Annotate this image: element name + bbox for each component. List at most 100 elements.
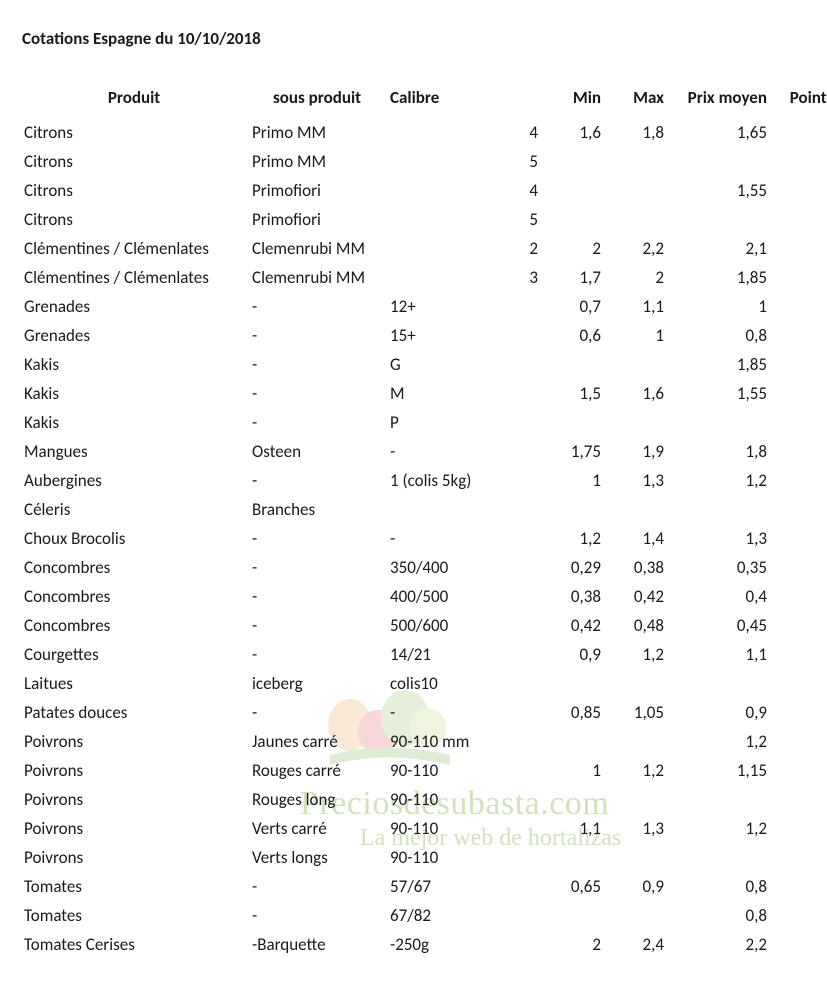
cell-sous-produit: - <box>248 698 386 727</box>
cell-min <box>542 843 605 872</box>
cell-max: 0,38 <box>605 553 668 582</box>
cell-prix-moyen: 1,8 <box>668 437 771 466</box>
cell-produit: Tomates <box>20 872 248 901</box>
cell-calibre <box>386 263 504 292</box>
table-row: CitronsPrimo MM41,61,81,65 <box>20 118 827 147</box>
cell-calibre: 14/21 <box>386 640 504 669</box>
cell-min: 1,1 <box>542 814 605 843</box>
cell-pointe <box>771 669 827 698</box>
table-row: CitronsPrimofiori41,55 <box>20 176 827 205</box>
cell-sous-produit: - <box>248 582 386 611</box>
cell-calibre: 15+ <box>386 321 504 350</box>
cell-prix-moyen: 0,35 <box>668 553 771 582</box>
cell-min: 1,6 <box>542 118 605 147</box>
cell-sous-produit: - <box>248 321 386 350</box>
cell-produit: Kakis <box>20 350 248 379</box>
cell-produit: Mangues <box>20 437 248 466</box>
cell-prix-moyen: 1,65 <box>668 118 771 147</box>
cell-sous-produit: iceberg <box>248 669 386 698</box>
cell-max: 2,2 <box>605 234 668 263</box>
table-row: CélerisBranches <box>20 495 827 524</box>
cell-min: 0,65 <box>542 872 605 901</box>
cell-pointe <box>771 292 827 321</box>
cell-prix-moyen: 0,45 <box>668 611 771 640</box>
cell-max: 0,42 <box>605 582 668 611</box>
table-row: PoivronsVerts longs90-110 <box>20 843 827 872</box>
cell-produit: Citrons <box>20 205 248 234</box>
table-row: Tomates Cerises-Barquette-250g22,42,2 <box>20 930 827 959</box>
cell-produit: Grenades <box>20 321 248 350</box>
cell-calibre-num <box>504 350 542 379</box>
cell-max <box>605 843 668 872</box>
cell-calibre-num <box>504 756 542 785</box>
cell-prix-moyen <box>668 669 771 698</box>
cell-sous-produit: - <box>248 553 386 582</box>
cell-pointe <box>771 640 827 669</box>
cell-calibre-num <box>504 727 542 756</box>
cell-sous-produit: Verts carré <box>248 814 386 843</box>
table-row: Kakis-P <box>20 408 827 437</box>
cell-calibre-num <box>504 495 542 524</box>
cell-max <box>605 495 668 524</box>
cell-pointe <box>771 843 827 872</box>
cell-pointe <box>771 495 827 524</box>
cell-produit: Clémentines / Clémenlates <box>20 263 248 292</box>
cell-prix-moyen: 0,8 <box>668 872 771 901</box>
cell-calibre-num <box>504 379 542 408</box>
cell-calibre-num <box>504 669 542 698</box>
cell-calibre <box>386 205 504 234</box>
cell-produit: Kakis <box>20 379 248 408</box>
cell-calibre-num <box>504 901 542 930</box>
cell-calibre-num <box>504 437 542 466</box>
cell-calibre-num <box>504 843 542 872</box>
cell-min <box>542 785 605 814</box>
cell-pointe <box>771 205 827 234</box>
cell-sous-produit: Rouges carré <box>248 756 386 785</box>
cell-sous-produit: - <box>248 466 386 495</box>
cell-produit: Poivrons <box>20 756 248 785</box>
cell-calibre: G <box>386 350 504 379</box>
cell-sous-produit: Clemenrubi MM <box>248 234 386 263</box>
cell-prix-moyen: 1,2 <box>668 466 771 495</box>
table-row: Courgettes-14/210,91,21,1 <box>20 640 827 669</box>
cell-calibre: 350/400 <box>386 553 504 582</box>
cell-sous-produit: Primofiori <box>248 205 386 234</box>
col-header-min: Min <box>542 83 605 118</box>
cell-sous-produit: Rouges long <box>248 785 386 814</box>
cell-sous-produit: - <box>248 640 386 669</box>
table-row: Grenades-12+0,71,11 <box>20 292 827 321</box>
cell-sous-produit: Branches <box>248 495 386 524</box>
cell-prix-moyen <box>668 205 771 234</box>
cell-produit: Concombres <box>20 582 248 611</box>
cell-calibre-num <box>504 640 542 669</box>
cell-pointe <box>771 553 827 582</box>
cell-pointe <box>771 437 827 466</box>
cell-calibre: 90-110 mm <box>386 727 504 756</box>
cell-max: 2,4 <box>605 930 668 959</box>
cell-sous-produit: - <box>248 611 386 640</box>
cell-prix-moyen: 1,1 <box>668 640 771 669</box>
cell-pointe <box>771 147 827 176</box>
cell-min: 1,5 <box>542 379 605 408</box>
cell-produit: Aubergines <box>20 466 248 495</box>
cell-produit: Tomates <box>20 901 248 930</box>
cell-calibre: P <box>386 408 504 437</box>
cell-pointe <box>771 263 827 292</box>
cell-calibre: 57/67 <box>386 872 504 901</box>
cell-max: 1,1 <box>605 292 668 321</box>
col-header-max: Max <box>605 83 668 118</box>
cell-calibre <box>386 118 504 147</box>
cell-sous-produit: Primo MM <box>248 147 386 176</box>
cell-min: 1,7 <box>542 263 605 292</box>
cell-produit: Concombres <box>20 611 248 640</box>
cell-calibre: M <box>386 379 504 408</box>
cell-sous-produit: - <box>248 872 386 901</box>
table-row: Choux Brocolis--1,21,41,3 <box>20 524 827 553</box>
cell-min <box>542 727 605 756</box>
cell-produit: Choux Brocolis <box>20 524 248 553</box>
cell-calibre-num <box>504 814 542 843</box>
cell-pointe <box>771 176 827 205</box>
cell-max: 1,6 <box>605 379 668 408</box>
cell-calibre-num: 3 <box>504 263 542 292</box>
table-row: PoivronsRouges long90-110 <box>20 785 827 814</box>
